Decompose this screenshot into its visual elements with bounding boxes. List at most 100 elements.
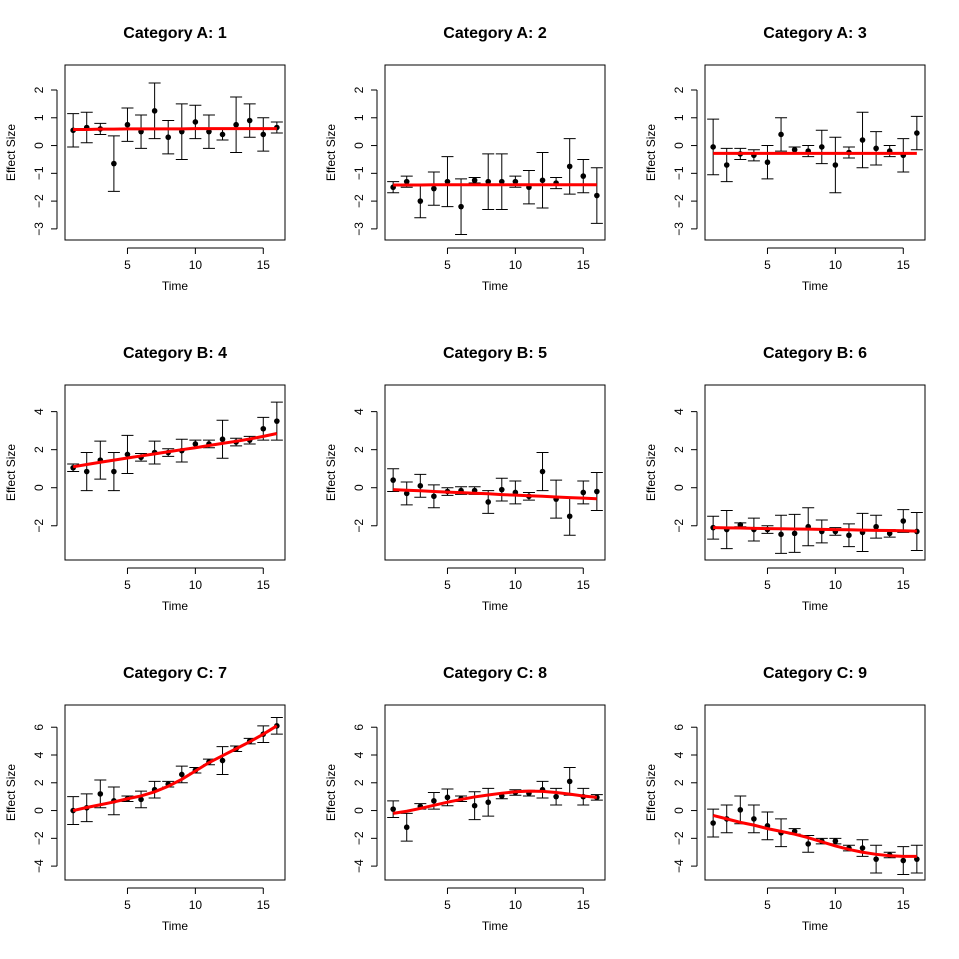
- x-tick-label: 5: [444, 578, 451, 592]
- x-tick-label: 5: [124, 898, 131, 912]
- y-tick-label: 4: [32, 751, 46, 758]
- plot-frame: [384, 384, 606, 561]
- data-point: [553, 793, 559, 800]
- y-tick-label: −1: [672, 166, 686, 180]
- panel-title: Category B: 5: [443, 345, 547, 362]
- fit-line: [393, 488, 597, 501]
- x-axis-label: Time: [802, 599, 829, 613]
- x-axis-label: Time: [482, 599, 509, 613]
- x-axis-label: Time: [482, 279, 509, 293]
- plot-frame: [384, 704, 606, 881]
- y-tick-label: 2: [672, 86, 686, 93]
- y-tick-label: 4: [32, 408, 46, 415]
- data-point: [417, 483, 424, 489]
- y-tick-label: −1: [32, 166, 46, 180]
- x-tick-label: 5: [124, 578, 131, 592]
- data-point: [192, 119, 199, 125]
- y-axis-label: Effect Size: [644, 124, 658, 181]
- x-tick-label: 5: [444, 258, 451, 272]
- data-point: [165, 134, 172, 141]
- data-point: [900, 857, 907, 864]
- x-axis: 5 10 15: [124, 567, 270, 592]
- x-tick-label: 5: [124, 258, 131, 272]
- x-tick-label: 15: [897, 258, 911, 272]
- y-tick-label: 2: [352, 446, 366, 453]
- data-point: [444, 178, 451, 185]
- data-point: [485, 178, 492, 185]
- data-point: [219, 131, 226, 138]
- y-axis-label: Effect Size: [4, 124, 18, 181]
- y-tick-label: 4: [672, 408, 686, 415]
- y-tick-label: 0: [352, 142, 366, 149]
- y-tick-label: −2: [352, 831, 366, 845]
- data-point: [471, 802, 478, 809]
- panel-2: Category A: 2 5 10 15 Time −3 −2 −1 0 1 2 Effect Si…: [324, 25, 606, 293]
- y-tick-label: 0: [352, 807, 366, 814]
- panel-title: Category A: 1: [123, 25, 227, 42]
- x-tick-label: 10: [829, 578, 843, 592]
- data-point: [737, 807, 744, 813]
- data-point: [498, 178, 505, 185]
- data-point: [219, 436, 226, 443]
- x-axis: 5 10 15: [124, 247, 270, 272]
- x-axis-label: Time: [482, 919, 509, 933]
- x-tick-label: 15: [577, 898, 591, 912]
- fit-line: [713, 526, 917, 533]
- data-point: [403, 490, 410, 497]
- data-point: [751, 816, 757, 822]
- y-axis: −2 0 2 4: [352, 408, 378, 533]
- x-tick-label: 15: [577, 578, 591, 592]
- y-axis: −3 −2 −1 0 1 2: [32, 86, 58, 236]
- data-point: [431, 185, 437, 192]
- y-tick-label: 2: [32, 779, 46, 786]
- y-axis-label: Effect Size: [4, 444, 18, 501]
- x-tick-label: 5: [764, 898, 771, 912]
- data-point: [566, 778, 573, 785]
- data-point: [498, 486, 505, 493]
- panel-5: Category B: 5 5 10 15 Time −2 0 2 4 Effect Size: [324, 345, 606, 613]
- data-point: [111, 468, 117, 475]
- x-axis-label: Time: [162, 279, 189, 293]
- y-tick-label: 2: [32, 86, 46, 93]
- data-point: [873, 145, 879, 152]
- data-point: [594, 192, 600, 199]
- data-point: [710, 144, 716, 150]
- data-points: [707, 507, 923, 554]
- panel-7: Category C: 7 5 10 15 Time −4 −2 0 2 4 6 Effect Siz…: [4, 665, 286, 933]
- data-point: [403, 178, 410, 185]
- data-point: [832, 838, 839, 844]
- x-tick-label: 10: [509, 898, 523, 912]
- data-point: [594, 488, 600, 495]
- y-axis: −4 −2 0 2 4 6: [32, 724, 58, 873]
- y-tick-label: 1: [672, 114, 686, 121]
- data-point: [580, 489, 587, 496]
- plot-frame: [704, 384, 926, 561]
- y-tick-label: 2: [32, 446, 46, 453]
- x-axis: 5 10 15: [124, 887, 270, 912]
- x-axis-label: Time: [802, 279, 829, 293]
- data-point: [260, 131, 267, 138]
- data-point: [846, 532, 852, 539]
- data-point: [124, 451, 131, 458]
- y-tick-label: 0: [352, 484, 366, 491]
- data-point: [710, 820, 716, 826]
- x-tick-label: 10: [509, 258, 523, 272]
- data-point: [873, 523, 879, 530]
- x-axis: 5 10 15: [764, 887, 910, 912]
- fit-line: [72, 432, 278, 469]
- y-tick-label: 0: [32, 142, 46, 149]
- data-point: [737, 522, 744, 528]
- data-point: [403, 824, 410, 831]
- data-point: [859, 845, 866, 851]
- data-point: [390, 806, 396, 812]
- y-axis-label: Effect Size: [644, 444, 658, 501]
- y-tick-label: 1: [32, 114, 46, 121]
- data-point: [178, 771, 185, 778]
- y-tick-label: −4: [672, 859, 686, 873]
- y-tick-label: −2: [672, 194, 686, 208]
- y-axis: −4 −2 0 2 4 6: [672, 724, 698, 873]
- y-tick-label: −2: [32, 194, 46, 208]
- data-points: [67, 401, 283, 492]
- y-axis: −3 −2 −1 0 1 2: [352, 86, 378, 236]
- x-tick-label: 10: [829, 898, 843, 912]
